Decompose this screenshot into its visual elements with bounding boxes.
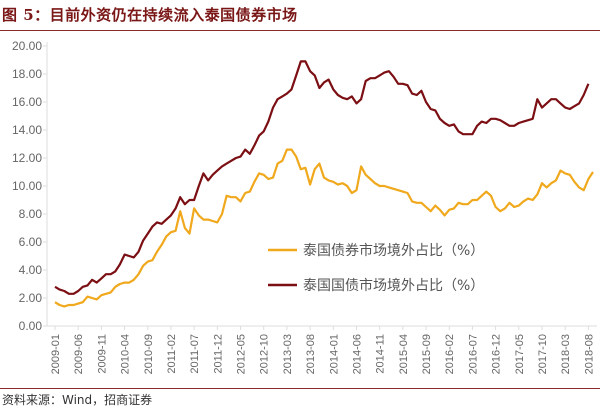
- x-tick-label: 2011-07: [189, 334, 201, 374]
- chart-title: 图 5：目前外资仍在持续流入泰国债券市场: [2, 6, 298, 24]
- y-tick-label: 20.00: [12, 39, 42, 53]
- x-tick-label: 2014-11: [375, 334, 387, 374]
- x-tick-label: 2010-09: [143, 334, 155, 374]
- y-tick-label: 12.00: [12, 151, 42, 165]
- series-line-bond-market: [54, 148, 594, 308]
- x-tick-label: 2018-08: [583, 334, 595, 374]
- x-tick-label: 2009-11: [96, 334, 108, 374]
- x-tick-label: 2018-03: [560, 334, 572, 374]
- x-tick-label: 2010-04: [120, 334, 132, 374]
- x-tick-label: 2014-06: [351, 334, 363, 374]
- y-tick-label: 6.00: [19, 235, 43, 249]
- x-tick-label: 2012-10: [259, 334, 271, 374]
- x-tick-label: 2013-03: [282, 334, 294, 374]
- x-tick-label: 2009-01: [50, 334, 62, 374]
- x-tick-label: 2014-01: [328, 334, 340, 374]
- title-divider: [0, 30, 600, 31]
- x-tick-label: 2015-04: [398, 334, 410, 374]
- x-tick-label: 2011-12: [212, 334, 224, 374]
- y-tick-label: 10.00: [12, 179, 42, 193]
- series-line-government-bond: [54, 60, 590, 295]
- x-tick-label: 2015-09: [421, 334, 433, 374]
- x-tick-label: 2016-07: [467, 334, 479, 374]
- x-tick-label: 2017-05: [514, 334, 526, 374]
- y-tick-label: 0.00: [19, 319, 43, 333]
- x-tick-label: 2017-10: [537, 334, 549, 374]
- legend-label: 泰国债券市场境外占比（%）: [303, 242, 484, 259]
- legend-label: 泰国国债市场境外占比（%）: [303, 277, 484, 294]
- source-note: 资料来源：Wind，招商证券: [2, 393, 153, 407]
- y-tick-label: 2.00: [19, 291, 43, 305]
- y-tick-label: 14.00: [12, 123, 42, 137]
- footer-divider: [0, 388, 600, 389]
- x-tick-label: 2016-12: [491, 334, 503, 374]
- y-tick-label: 18.00: [12, 67, 42, 81]
- x-tick-label: 2011-02: [166, 334, 178, 374]
- x-tick-label: 2016-02: [444, 334, 456, 374]
- x-tick-label: 2013-08: [305, 334, 317, 374]
- y-tick-label: 16.00: [12, 95, 42, 109]
- x-tick-label: 2012-05: [236, 334, 248, 374]
- y-tick-label: 8.00: [19, 207, 43, 221]
- y-tick-label: 4.00: [19, 263, 43, 277]
- x-tick-label: 2009-06: [73, 334, 85, 374]
